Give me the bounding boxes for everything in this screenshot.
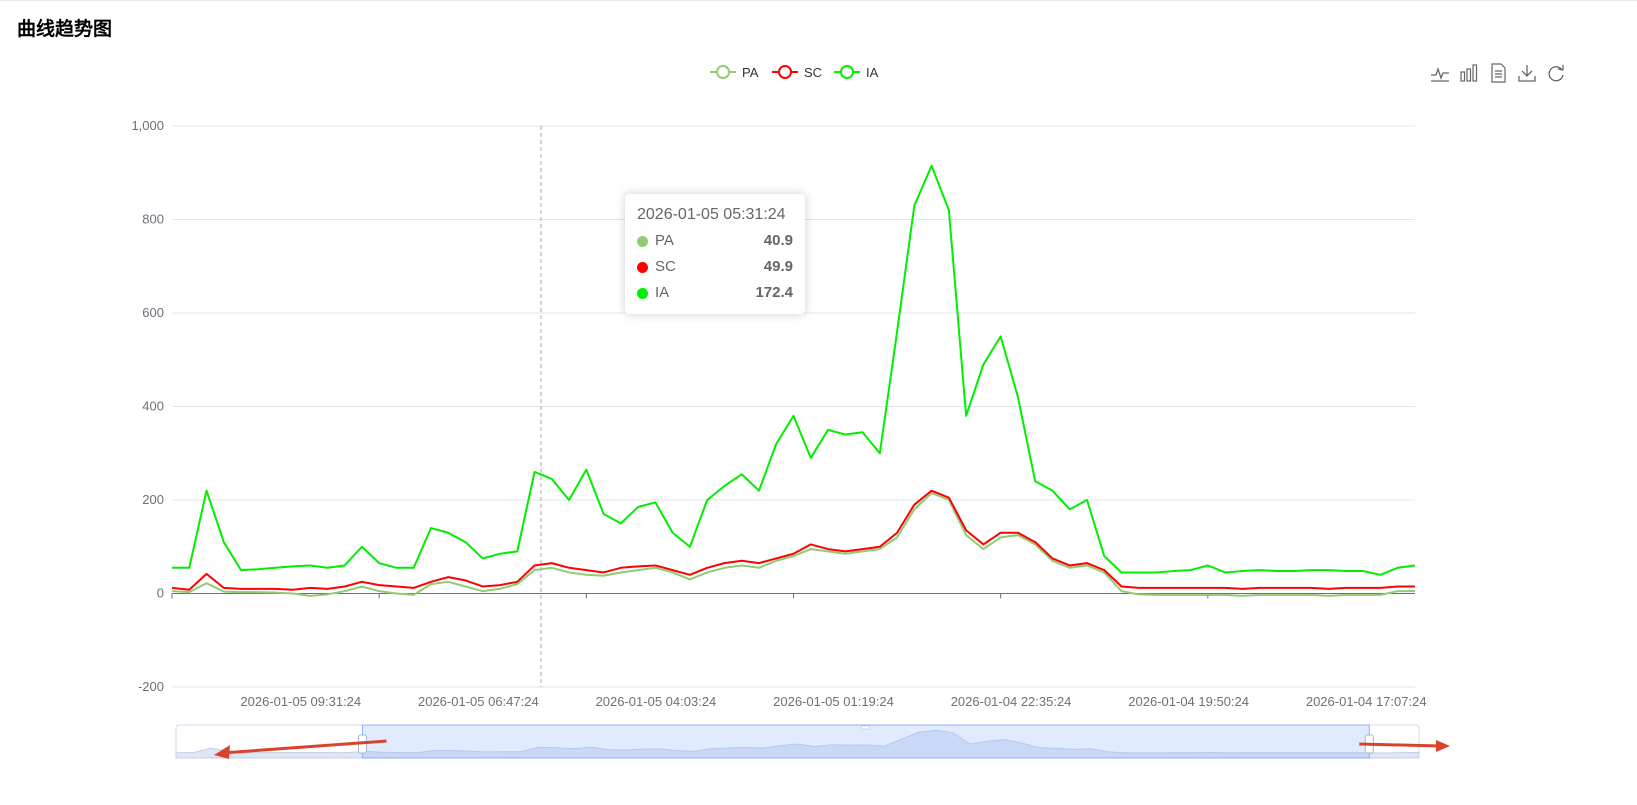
legend-label: IA xyxy=(866,65,879,80)
annotation-arrowhead-left xyxy=(214,745,230,759)
y-tick-label: 400 xyxy=(142,399,164,414)
datazoom-move-handle xyxy=(861,725,871,730)
legend-item-ia[interactable]: IA xyxy=(834,65,879,80)
legend-label: SC xyxy=(804,65,822,80)
tooltip-series-name: SC xyxy=(655,258,676,275)
legend-item-pa[interactable]: PA xyxy=(710,65,759,80)
chart-toolbox xyxy=(1430,63,1566,83)
y-tick-label: 1,000 xyxy=(131,118,164,133)
tooltip-dot-ia xyxy=(637,288,648,299)
legend-marker xyxy=(716,65,730,79)
datazoom-preview xyxy=(175,729,1420,759)
tooltip-series-name: IA xyxy=(655,284,670,301)
data-view-icon[interactable] xyxy=(1488,63,1508,83)
annotation-arrow-left xyxy=(221,739,387,755)
legend-marker xyxy=(840,65,854,79)
page-title: 曲线趋势图 xyxy=(17,18,113,40)
x-tick-label: 2026-01-05 04:03:24 xyxy=(596,694,717,709)
tooltip-series-name: PA xyxy=(655,232,674,249)
x-tick-label: 2026-01-04 19:50:24 xyxy=(1128,694,1249,709)
series-line-pa xyxy=(171,491,1415,597)
annotation-arrowhead-right xyxy=(1436,740,1450,752)
series-line-sc xyxy=(171,489,1415,591)
y-tick-label: 200 xyxy=(142,492,164,507)
chart-tooltip: 2026-01-05 05:31:24 PA 40.9 SC 49.9 IA 1… xyxy=(625,194,805,314)
bar-chart-icon[interactable] xyxy=(1459,63,1479,83)
tooltip-dot-pa xyxy=(637,236,648,247)
y-tick-label: 800 xyxy=(142,212,164,227)
tooltip-series-value: 40.9 xyxy=(763,232,793,249)
y-tick-label: 0 xyxy=(157,586,164,601)
legend-item-sc[interactable]: SC xyxy=(772,65,822,80)
tooltip-row-ia: IA 172.4 xyxy=(637,283,793,303)
line-chart-icon[interactable] xyxy=(1430,63,1450,83)
tooltip-series-value: 172.4 xyxy=(755,284,793,301)
download-icon[interactable] xyxy=(1517,63,1537,83)
x-tick-label: 2026-01-05 09:31:24 xyxy=(240,694,361,709)
tooltip-dot-sc xyxy=(637,262,648,273)
top-divider xyxy=(0,0,1637,1)
restore-icon[interactable] xyxy=(1546,63,1566,83)
datazoom-window[interactable] xyxy=(361,724,1370,759)
x-tick-label: 2026-01-04 17:07:24 xyxy=(1306,694,1427,709)
y-tick-label: -200 xyxy=(138,679,164,694)
x-tick-label: 2026-01-04 22:35:24 xyxy=(951,694,1072,709)
legend-label: PA xyxy=(742,65,759,80)
y-tick-label: 600 xyxy=(142,305,164,320)
tooltip-row-sc: SC 49.9 xyxy=(637,257,793,277)
annotation-arrow-right xyxy=(1359,742,1441,748)
series-line-ia xyxy=(172,164,1416,576)
x-tick-label: 2026-01-05 06:47:24 xyxy=(418,694,539,709)
x-tick-label: 2026-01-05 01:19:24 xyxy=(773,694,894,709)
tooltip-series-value: 49.9 xyxy=(763,258,793,275)
legend-marker xyxy=(778,65,792,79)
tooltip-title: 2026-01-05 05:31:24 xyxy=(637,206,786,223)
tooltip-row-pa: PA 40.9 xyxy=(637,231,793,251)
